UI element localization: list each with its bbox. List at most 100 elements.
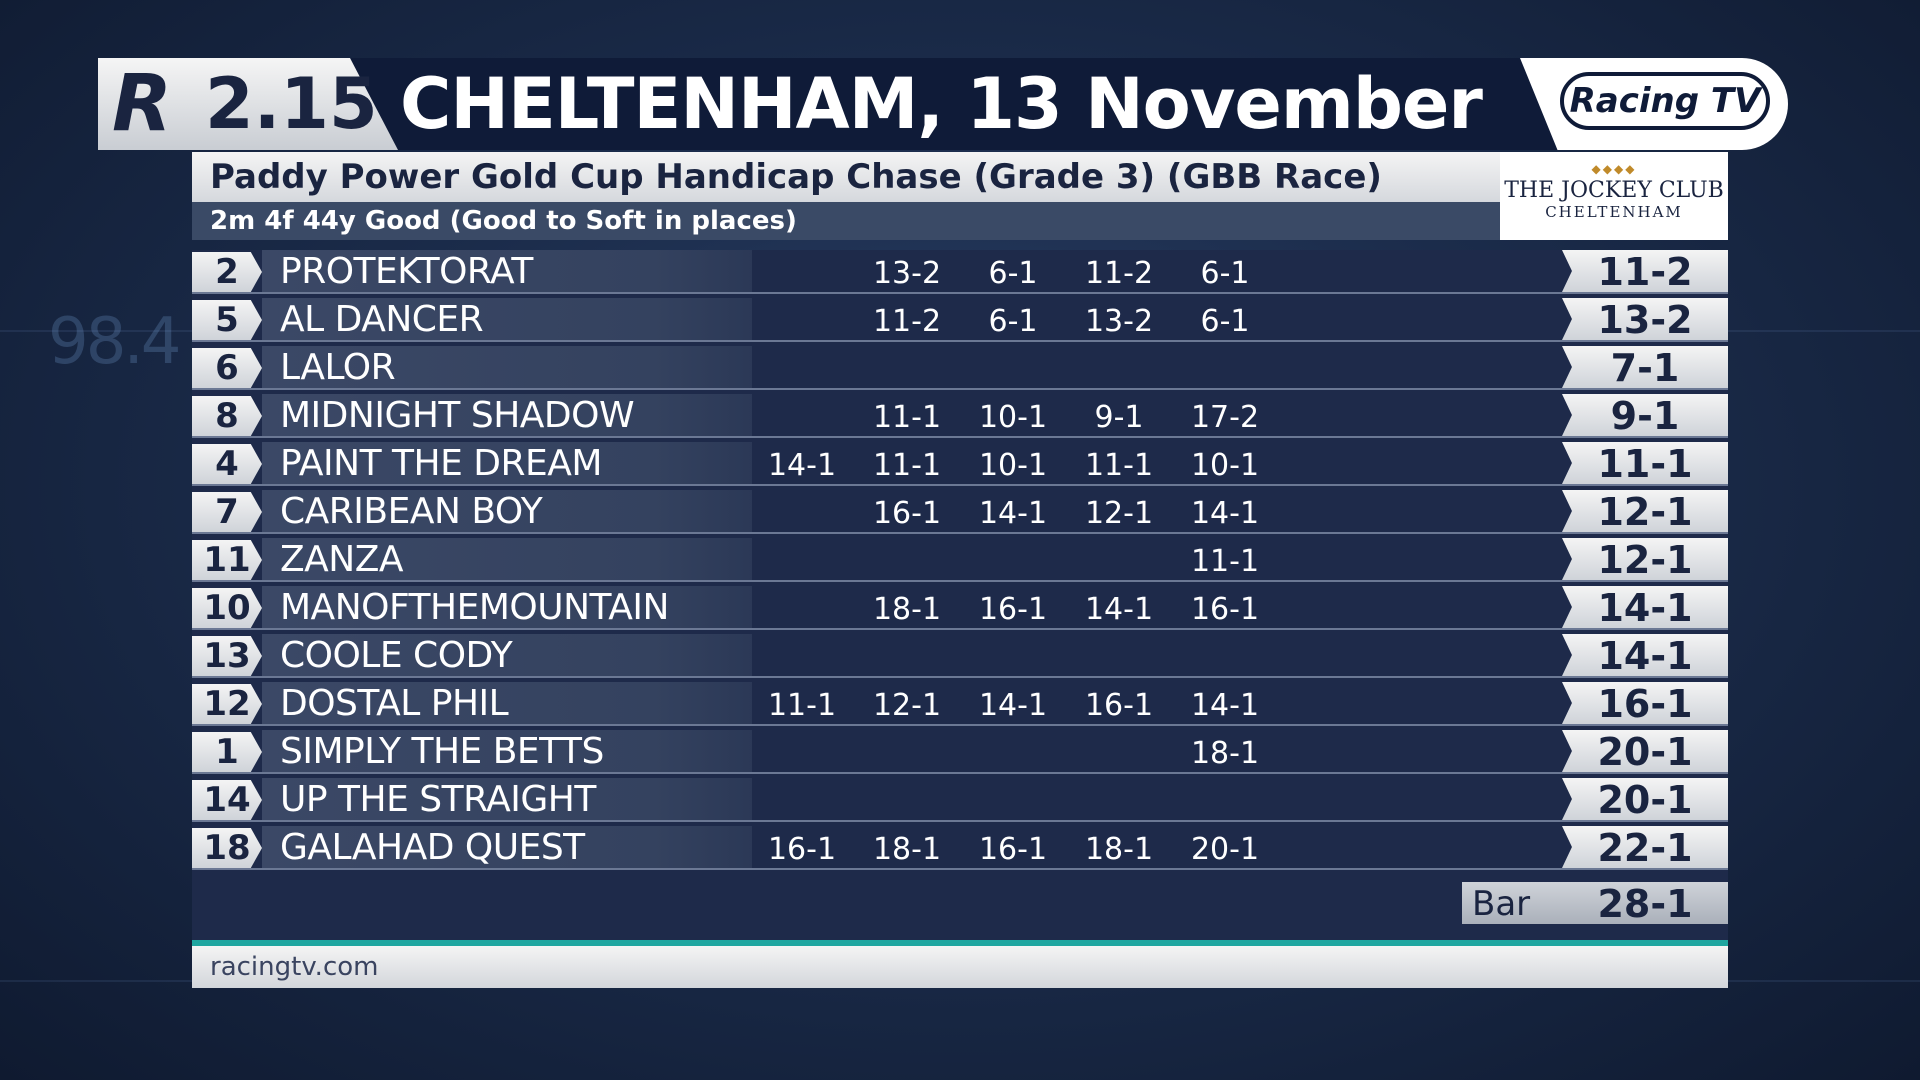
current-price: 22-1 <box>1562 826 1728 868</box>
current-price: 20-1 <box>1562 730 1728 772</box>
runner-name: PROTEKTORAT <box>280 251 533 292</box>
runner-name: PAINT THE DREAM <box>280 443 602 484</box>
jockey-club-sub: CHELTENHAM <box>1545 203 1683 221</box>
previous-price: 11-1 <box>1084 448 1154 483</box>
runner-number: 4 <box>192 444 262 484</box>
current-price: 14-1 <box>1562 586 1728 628</box>
current-price: 12-1 <box>1562 490 1728 532</box>
previous-price: 13-2 <box>1084 304 1154 339</box>
runner-name: GALAHAD QUEST <box>280 827 585 868</box>
previous-price: 13-2 <box>872 256 942 291</box>
previous-price: 16-1 <box>978 832 1048 867</box>
runner-name-bg <box>262 298 752 340</box>
previous-price <box>852 778 962 820</box>
previous-price: 12-1 <box>1084 496 1154 531</box>
previous-price: 6-1 <box>988 304 1038 339</box>
runner-row: 7 CARIBEAN BOY 16-1 14-1 12-1 14-1 12-1 <box>192 490 1728 534</box>
runner-row: 1 SIMPLY THE BETTS 18-1 20-1 <box>192 730 1728 774</box>
previous-price: 16-1 <box>978 592 1048 627</box>
previous-price <box>1064 538 1174 580</box>
previous-price <box>747 586 857 628</box>
previous-price <box>747 634 857 676</box>
previous-price <box>1064 730 1174 772</box>
jockey-club-logo: ◆◆◆◆ THE JOCKEY CLUB CHELTENHAM <box>1500 152 1728 240</box>
previous-price: 14-1 <box>1190 496 1260 531</box>
runner-name-bg <box>262 682 752 724</box>
runner-name: AL DANCER <box>280 299 484 340</box>
previous-price <box>1170 634 1280 676</box>
previous-price <box>747 490 857 532</box>
meeting-title: CHELTENHAM, 13 November <box>400 63 1483 145</box>
runner-number: 18 <box>192 828 262 868</box>
previous-price <box>747 250 857 292</box>
previous-price: 11-2 <box>1084 256 1154 291</box>
runner-number: 8 <box>192 396 262 436</box>
previous-price: 9-1 <box>1094 400 1144 435</box>
previous-price <box>1064 634 1174 676</box>
previous-price: 14-1 <box>1084 592 1154 627</box>
runner-name-bg <box>262 346 752 388</box>
r-logo-icon: R <box>112 59 173 149</box>
runner-name-bg <box>262 490 752 532</box>
previous-price: 20-1 <box>1190 832 1260 867</box>
race-details: 2m 4f 44y Good (Good to Soft in places) <box>192 202 1500 240</box>
runner-row: 13 COOLE CODY 14-1 <box>192 634 1728 678</box>
runner-name-bg <box>262 778 752 820</box>
runner-row: 6 LALOR 7-1 <box>192 346 1728 390</box>
current-price: 16-1 <box>1562 682 1728 724</box>
bar-label: Bar <box>1472 884 1531 924</box>
previous-price: 11-1 <box>872 448 942 483</box>
current-price: 9-1 <box>1562 394 1728 436</box>
bar-price: 28-1 <box>1597 882 1693 926</box>
jockey-club-dots: ◆◆◆◆ <box>1591 162 1637 176</box>
previous-price <box>1064 346 1174 388</box>
previous-price: 11-1 <box>872 400 942 435</box>
previous-price: 18-1 <box>1084 832 1154 867</box>
runner-name: MIDNIGHT SHADOW <box>280 395 635 436</box>
previous-price: 18-1 <box>872 832 942 867</box>
previous-price: 18-1 <box>1190 736 1260 771</box>
previous-price: 14-1 <box>767 448 837 483</box>
previous-price: 16-1 <box>1190 592 1260 627</box>
runner-number: 12 <box>192 684 262 724</box>
previous-price: 6-1 <box>1200 256 1250 291</box>
footer-accent-line <box>192 940 1728 946</box>
runner-number: 13 <box>192 636 262 676</box>
runner-row: 4 PAINT THE DREAM 14-1 11-1 10-1 11-1 10-1 11-1 <box>192 442 1728 486</box>
race-name: Paddy Power Gold Cup Handicap Chase (Gra… <box>192 152 1500 202</box>
runner-number: 10 <box>192 588 262 628</box>
runner-number: 2 <box>192 252 262 292</box>
previous-price <box>958 538 1068 580</box>
runner-name: CARIBEAN BOY <box>280 491 543 532</box>
previous-price: 17-2 <box>1190 400 1260 435</box>
runner-name: COOLE CODY <box>280 635 513 676</box>
runner-row: 10 MANOFTHEMOUNTAIN 18-1 16-1 14-1 16-1 14-1 <box>192 586 1728 630</box>
previous-price: 10-1 <box>978 400 1048 435</box>
previous-price: 6-1 <box>988 256 1038 291</box>
previous-price <box>747 730 857 772</box>
runner-number: 7 <box>192 492 262 532</box>
previous-price <box>852 346 962 388</box>
previous-price <box>958 346 1068 388</box>
background-line <box>1728 330 1920 332</box>
racing-tv-r-logo <box>98 58 398 150</box>
runner-name-bg <box>262 538 752 580</box>
runner-number: 5 <box>192 300 262 340</box>
runner-row: 12 DOSTAL PHIL 11-1 12-1 14-1 16-1 14-1 16-1 <box>192 682 1728 726</box>
runner-name-bg <box>262 586 752 628</box>
racing-tv-logo: Racing TV <box>1560 72 1770 130</box>
betting-table: Bar 28-1 2 PROTEKTORAT 13-2 6-1 11-2 6-1 11-2 5… <box>192 250 1728 940</box>
runner-name: ZANZA <box>280 539 404 580</box>
previous-price <box>747 298 857 340</box>
runner-name: LALOR <box>280 347 396 388</box>
race-time: 2.15 <box>205 63 378 145</box>
previous-price <box>747 538 857 580</box>
runner-name-bg <box>262 442 752 484</box>
runner-number: 6 <box>192 348 262 388</box>
previous-price <box>1064 778 1174 820</box>
runner-row: 5 AL DANCER 11-2 6-1 13-2 6-1 13-2 <box>192 298 1728 342</box>
previous-price: 16-1 <box>1084 688 1154 723</box>
runner-number: 11 <box>192 540 262 580</box>
previous-price: 14-1 <box>978 688 1048 723</box>
previous-price <box>958 730 1068 772</box>
